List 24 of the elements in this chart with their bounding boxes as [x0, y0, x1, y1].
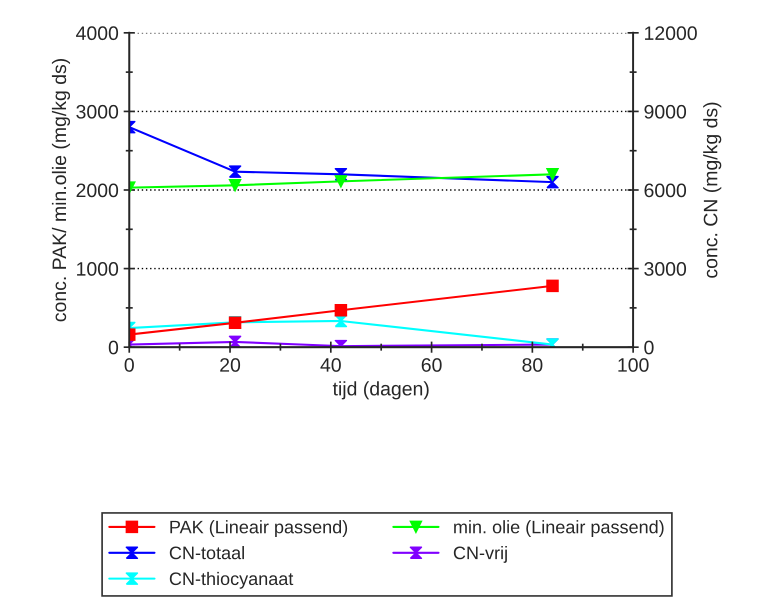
legend-label: CN-vrij	[454, 546, 507, 563]
x-tick-label: 100	[618, 358, 649, 372]
x-tick-label: 40	[320, 358, 341, 372]
y-tick-label: 0	[108, 340, 118, 354]
y-tick-label: 1000	[77, 262, 118, 276]
legend-label: CN-thiocyanaat	[170, 572, 294, 589]
legend-label: CN-totaal	[170, 546, 244, 560]
y2-tick-label: 6000	[644, 183, 686, 198]
legend-label: PAK (Lineair passend)	[170, 520, 348, 537]
y2-tick-label: 3000	[644, 262, 686, 276]
x-tick-label: 20	[220, 358, 240, 372]
y2-tick-label: 9000	[644, 104, 686, 119]
y-tick-label: 4000	[76, 26, 118, 40]
y-axis-title: conc. PAK/ min.olie (mg/kg ds)	[52, 59, 70, 322]
y-tick-label: 2000	[76, 183, 118, 198]
y2-axis-title: conc. CN (mg/kg ds)	[703, 102, 722, 278]
x-axis-title: tijd (dagen)	[332, 381, 429, 400]
x-tick-label: 60	[422, 358, 442, 372]
y2-tick-label: 12000	[645, 26, 697, 40]
y-tick-label: 3000	[76, 104, 118, 119]
legend-label: min. olie (Lineair passend)	[454, 520, 664, 537]
y2-tick-label: 0	[644, 340, 654, 354]
x-tick-label: 0	[124, 358, 134, 372]
x-tick-label: 80	[522, 358, 542, 372]
